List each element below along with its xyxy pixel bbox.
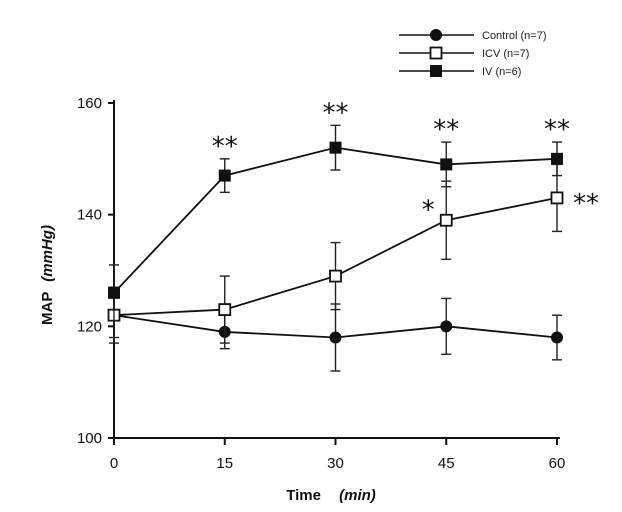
y-tick-label: 140 [77,207,102,224]
x-tick-label: 0 [110,455,118,472]
plot-area: * ******** ** [107,98,599,372]
x-tick-label: 45 [438,455,455,472]
x-tick-label: 60 [549,455,566,472]
data-point [218,169,231,182]
legend-label: ICV (n=7) [482,48,529,60]
data-point [329,331,342,344]
legend-marker [430,65,442,77]
data-point [108,286,120,299]
x-ticks: 0 15 30 45 60 [110,438,566,472]
x-axis-title: Time (min) [286,487,376,504]
y-axis-label: MAP [39,292,56,325]
legend-marker [429,46,443,60]
legend-label: IV (n=6) [482,66,521,78]
data-point [329,269,342,283]
significance-label: ** [544,115,570,145]
significance-label: ** [573,189,599,219]
data-point [440,320,453,333]
legend-marker [430,29,442,41]
data-point [218,303,232,316]
x-tick-label: 30 [327,455,344,472]
y-tick-label: 100 [77,430,102,447]
y-tick-label: 160 [77,95,102,112]
data-point [551,331,563,344]
significance-label: ** [323,98,349,128]
series-3: ** ** ** ** [108,98,570,322]
legend-item-2: ICV (n=7) [399,46,529,60]
legend-label: Control (n=7) [482,30,547,42]
data-point [440,158,453,171]
x-tick-label: 15 [216,455,233,472]
y-axis-title: MAP (mmHg) [39,225,56,325]
y-tick-label: 120 [77,318,102,335]
series-2: * ** [107,163,599,344]
x-axis-label: Time [286,487,321,504]
data-point [550,191,564,205]
legend-item-3: IV (n=6) [399,65,521,78]
significance-label: * [422,195,435,225]
legend: Control (n=7) ICV (n=7) IV (n=6) [399,29,547,78]
significance-label: ** [433,115,459,145]
significance-label: ** [212,132,238,162]
y-ticks: 100 120 140 160 [77,95,114,447]
y-axis-unit: (mmHg) [39,225,56,282]
data-point [329,141,342,154]
data-point [551,152,563,165]
data-point [439,213,453,227]
x-axis-unit: (min) [339,487,376,504]
legend-item-1: Control (n=7) [399,29,547,42]
